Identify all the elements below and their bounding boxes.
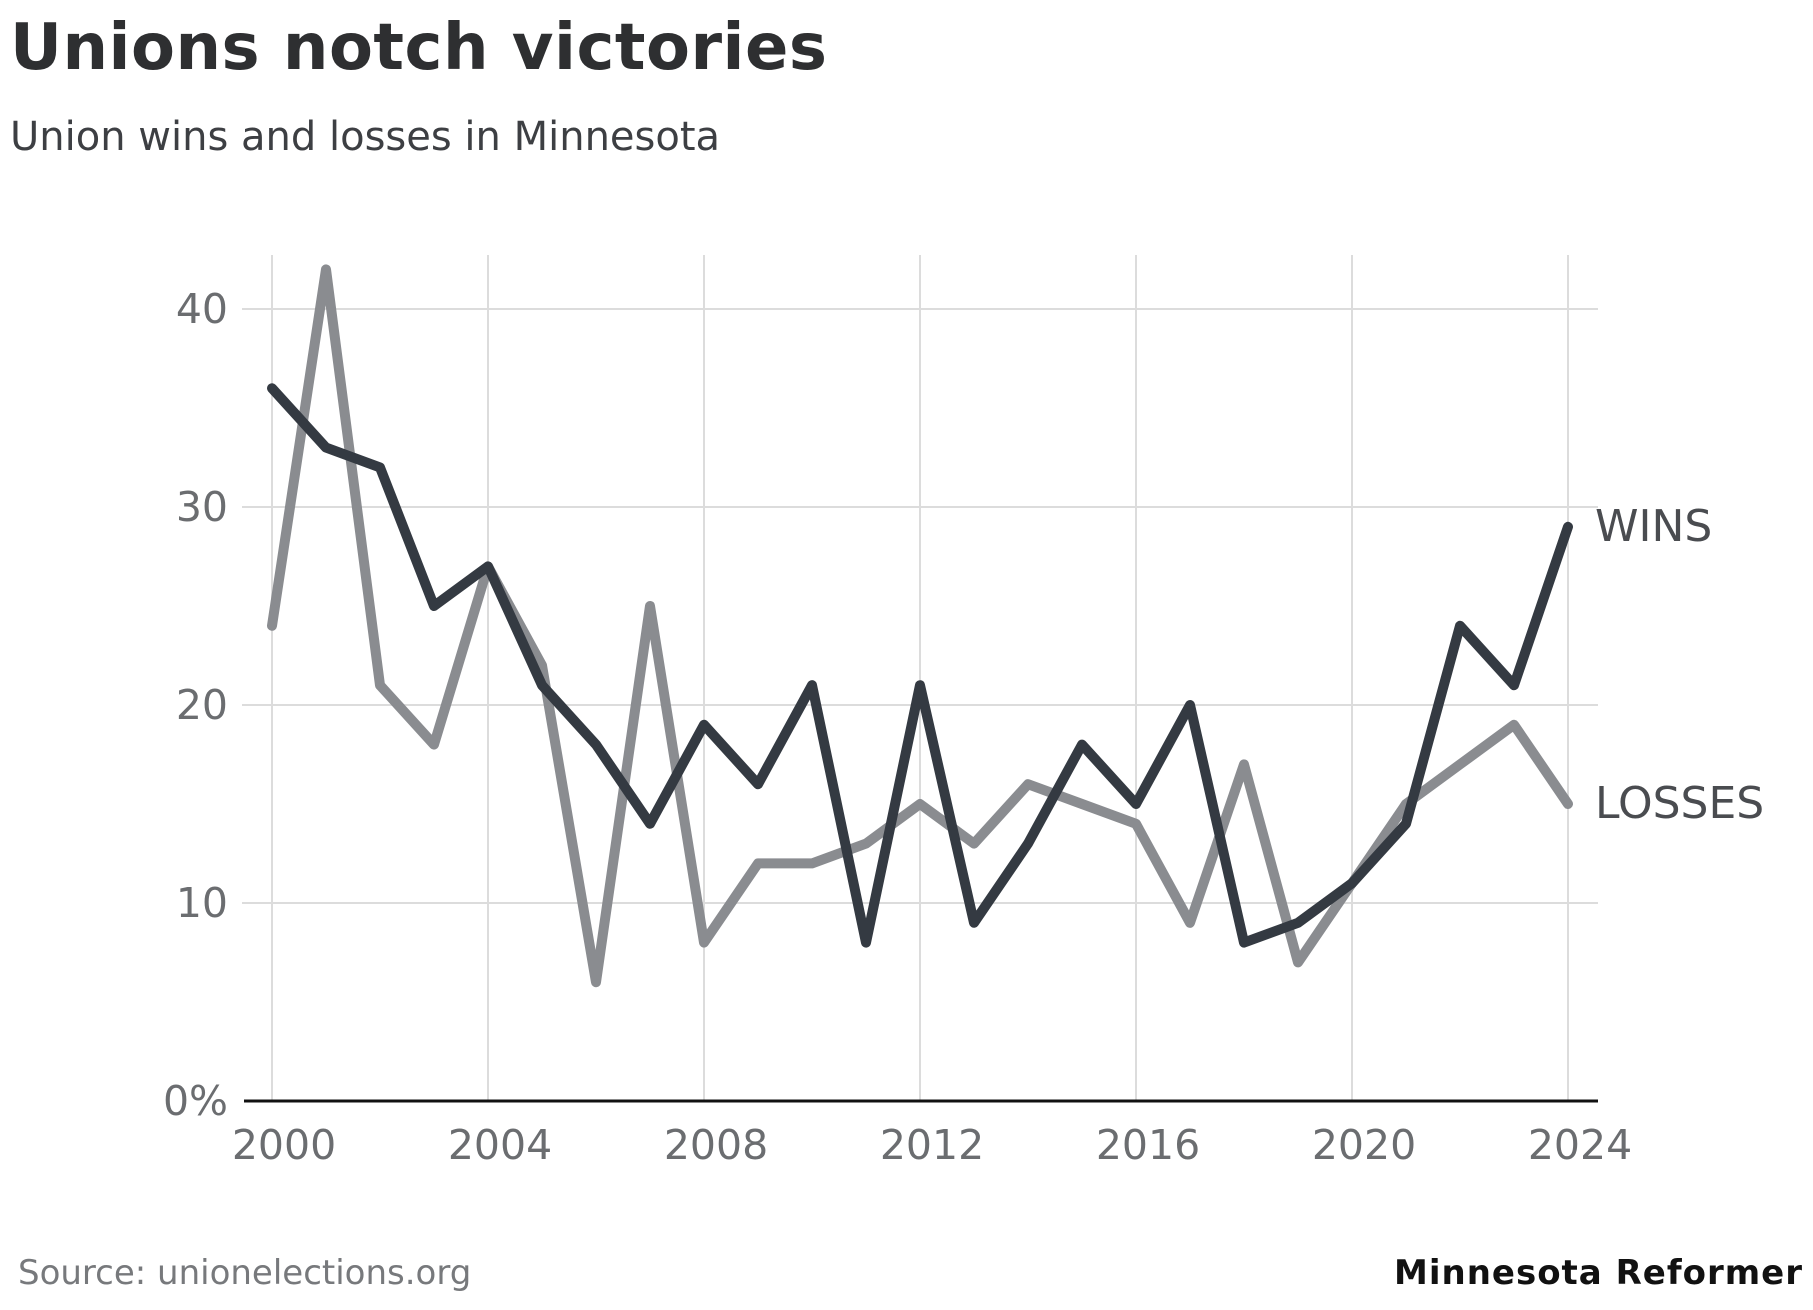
x-tick-label: 2020 [1312, 1121, 1416, 1169]
y-tick-label: 30 [176, 483, 228, 531]
chart-subtitle: Union wins and losses in Minnesota [10, 114, 721, 160]
x-tick-label: 2004 [448, 1121, 552, 1169]
grid-lines [242, 255, 1598, 1101]
y-tick-label: 40 [176, 285, 228, 333]
chart-title: Unions notch victories [10, 11, 828, 85]
series-line-wins [267, 383, 1573, 948]
x-tick-label: 2008 [664, 1121, 768, 1169]
x-tick-label: 2016 [1096, 1121, 1200, 1169]
x-tick-label: 2012 [880, 1121, 984, 1169]
y-tick-label: 10 [176, 879, 228, 927]
y-tick-label: 0% [163, 1077, 228, 1125]
series-lines [267, 264, 1573, 988]
y-tick-label: 20 [176, 681, 228, 729]
series-label-losses: LOSSES [1595, 778, 1764, 829]
x-tick-label: 2000 [232, 1121, 336, 1169]
series-label-wins: WINS [1595, 501, 1712, 552]
publisher-logo-text: Minnesota Reformer [1394, 1253, 1803, 1293]
axes: 0% 10 20 30 40 2000 2004 2008 2012 2016 2020 2024 [163, 285, 1632, 1169]
x-tick-label: 2024 [1528, 1121, 1632, 1169]
series-labels: WINS LOSSES [1595, 501, 1764, 829]
source-note: Source: unionelections.org [18, 1253, 472, 1293]
